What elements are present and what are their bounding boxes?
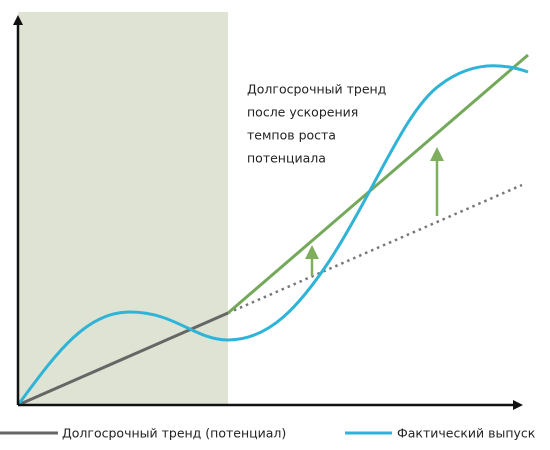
annotation-line: темпов роста (247, 128, 336, 143)
annotation-line: Долгосрочный тренд (247, 82, 386, 97)
actual-output (16, 64, 529, 406)
legend-label: Фактический выпуск (397, 426, 536, 441)
old-trend-extension (227, 183, 523, 315)
annotation-line: после ускорения (247, 105, 358, 120)
shaded-period (18, 12, 228, 405)
trend-line (17, 311, 229, 407)
annotation-line: потенциала (247, 151, 326, 166)
legend-label: Долгосрочный тренд (потенциал) (62, 426, 286, 441)
new-trend (227, 53, 529, 315)
